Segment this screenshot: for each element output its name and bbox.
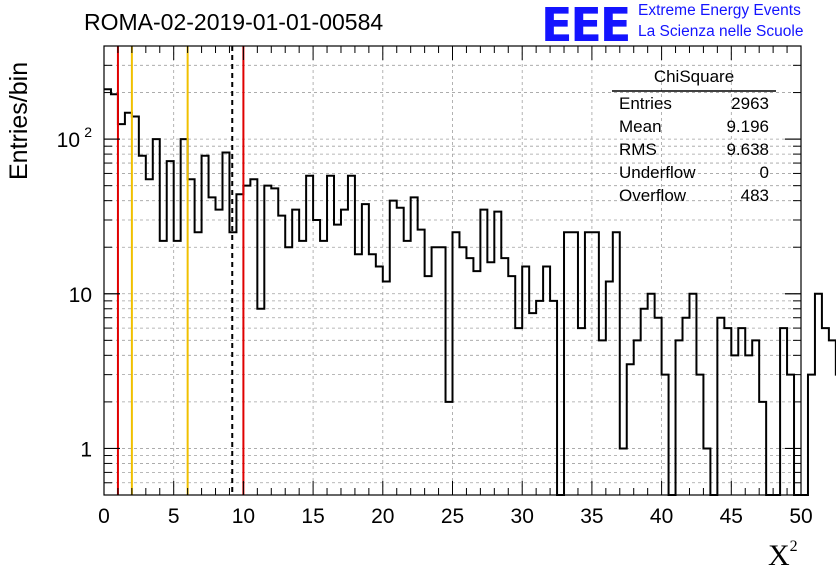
- stats-value: 483: [740, 186, 769, 205]
- y-tick-label: 10: [57, 129, 80, 152]
- x-axis-label: X2: [768, 538, 798, 573]
- stats-row-overflow: Overflow 483: [619, 186, 769, 206]
- stats-label: RMS: [619, 140, 657, 159]
- eee-logo: EEE: [541, 0, 631, 52]
- x-axis-label-sup: 2: [789, 538, 798, 555]
- stats-row-underflow: Underflow 0: [619, 163, 769, 183]
- run-title: ROMA-02-2019-01-01-00584: [84, 9, 384, 35]
- x-tick-label: 5: [168, 505, 180, 528]
- logo-subtitle-2: La Scienza nelle Scuole: [638, 23, 804, 40]
- stats-row-entries: Entries 2963: [619, 94, 769, 114]
- y-axis-label: Entries/bin: [5, 61, 33, 180]
- stats-label: Underflow: [619, 163, 696, 182]
- x-tick-label: 20: [371, 505, 394, 528]
- stats-value: 9.638: [726, 140, 769, 159]
- x-tick-label: 30: [511, 505, 534, 528]
- x-tick-label: 45: [720, 505, 743, 528]
- y-tick-label: 1: [80, 438, 92, 461]
- stats-value: 0: [759, 163, 769, 182]
- histogram-outline: [104, 88, 836, 496]
- x-axis-label-base: X: [768, 539, 790, 572]
- stats-label: Entries: [619, 94, 672, 113]
- x-tick-label: 0: [98, 505, 110, 528]
- x-tick-label: 15: [301, 505, 324, 528]
- stats-row-rms: RMS 9.638: [619, 140, 769, 160]
- x-tick-label: 25: [441, 505, 464, 528]
- stats-value: 9.196: [726, 117, 769, 136]
- stats-label: Overflow: [619, 186, 687, 205]
- logo-subtitle-1: Extreme Energy Events: [638, 2, 801, 19]
- y-tick-label-sup: 2: [84, 124, 92, 140]
- stats-label: Mean: [619, 117, 662, 136]
- x-tick-label: 50: [789, 505, 812, 528]
- stats-value: 2963: [731, 94, 769, 113]
- x-tick-label: 35: [580, 505, 603, 528]
- stats-row-mean: Mean 9.196: [619, 117, 769, 137]
- x-tick-label: 40: [650, 505, 673, 528]
- y-tick-label: 10: [69, 284, 92, 307]
- stats-title: ChiSquare: [653, 67, 735, 86]
- x-tick-label: 10: [232, 505, 255, 528]
